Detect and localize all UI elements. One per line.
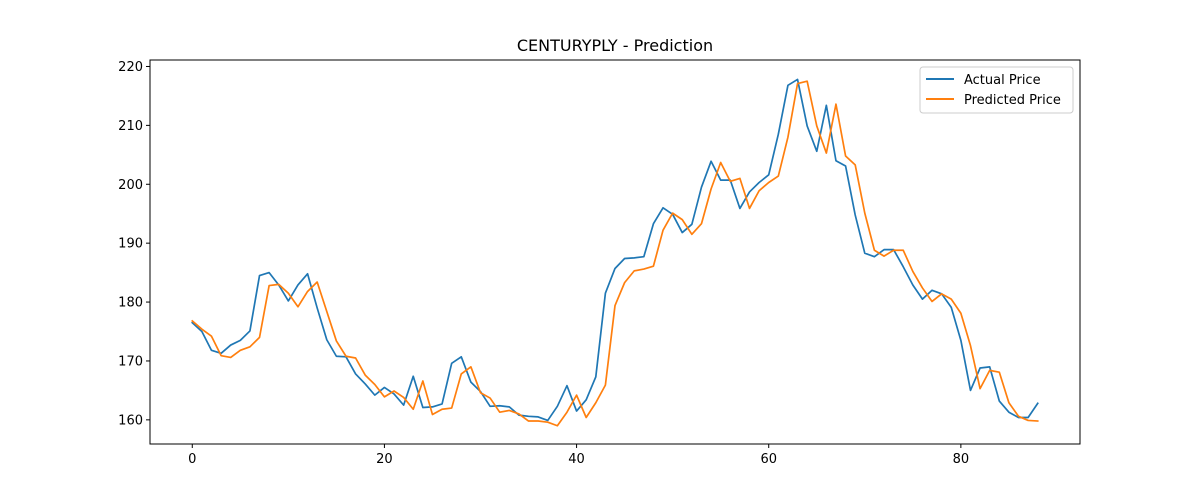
plot-frame xyxy=(149,59,1081,445)
y-tick-label: 210 xyxy=(118,119,143,134)
x-tick-label: 20 xyxy=(376,452,393,467)
x-tick-label: 40 xyxy=(568,452,585,467)
y-axis: 160 170 180 190 200 210 220 xyxy=(118,60,150,428)
legend: Actual Price Predicted Price xyxy=(919,66,1074,114)
y-tick-label: 180 xyxy=(118,296,143,311)
series-line-predicted-price xyxy=(191,80,1039,427)
legend-label-predicted-price: Predicted Price xyxy=(964,93,1061,108)
y-tick-label: 190 xyxy=(118,237,143,252)
x-axis: 0 20 40 60 80 xyxy=(188,444,969,467)
x-tick-label: 60 xyxy=(760,452,777,467)
y-tick-label: 160 xyxy=(118,413,143,428)
y-tick-label: 170 xyxy=(118,354,143,369)
x-tick-label: 0 xyxy=(188,452,196,467)
chart-title: CENTURYPLY - Prediction xyxy=(517,36,713,55)
legend-label-actual-price: Actual Price xyxy=(964,73,1041,88)
x-tick-label: 80 xyxy=(953,452,970,467)
series-layer xyxy=(191,78,1039,427)
y-tick-label: 220 xyxy=(118,60,143,75)
series-line-actual-price xyxy=(191,78,1039,422)
legend-box xyxy=(919,66,1074,114)
y-tick-label: 200 xyxy=(118,178,143,193)
